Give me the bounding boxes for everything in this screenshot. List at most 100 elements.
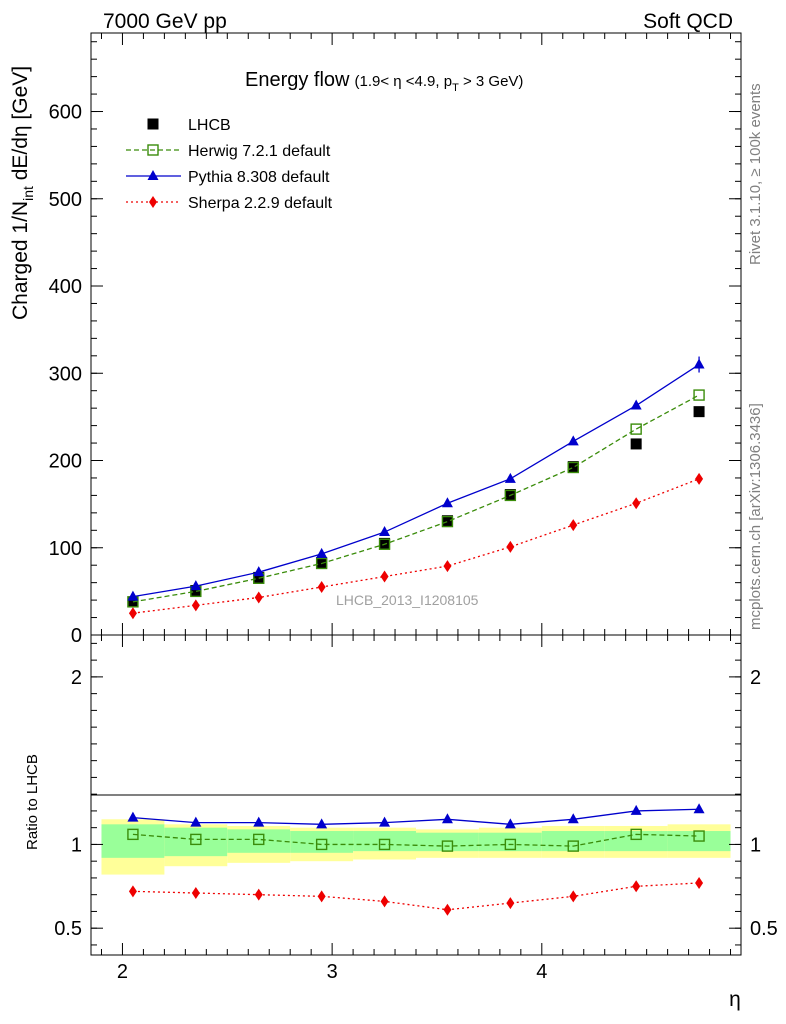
- ratio-y-ticks: 0.5 0.5 1 1 2 2: [54, 642, 778, 946]
- pythia-8-308-default-point: [316, 547, 328, 558]
- main-y-axis-label: Charged 1/Nint dE/dη [GeV]: [9, 66, 36, 320]
- ratio-y-tick-label-right: 0.5: [750, 918, 778, 940]
- pythia-8-308-default-point: [127, 590, 139, 601]
- main-y-tick-label: 100: [49, 538, 82, 560]
- pythia-8-308-default-point: [190, 580, 202, 591]
- ratio-pythia-8-308-default-point: [127, 811, 139, 822]
- ratio-herwig-7-2-1-default-point: [253, 833, 265, 846]
- green-band-bin: [227, 829, 291, 853]
- lhcb-point: [316, 557, 328, 569]
- main-y-tick-label: 200: [49, 451, 82, 473]
- ratio-series: [127, 803, 705, 916]
- ratio-herwig-7-2-1-default-point: [441, 840, 454, 852]
- green-band-bin: [416, 832, 479, 852]
- lhcb-point: [567, 461, 579, 473]
- lhcb-point: [253, 571, 265, 583]
- ratio-y-tick-label: 0.5: [54, 918, 82, 940]
- lhcb-point: [379, 537, 391, 549]
- herwig-7-2-1-default-point: [567, 461, 579, 474]
- herwig-7-2-1-default-point: [315, 557, 328, 570]
- sherpa-2-2-9-default-line: [132, 478, 700, 614]
- ratio-herwig-7-2-1-default-point: [315, 838, 328, 851]
- sherpa-2-2-9-default-point: [380, 570, 389, 583]
- main-y-tick-label: 500: [49, 189, 82, 211]
- ratio-y-tick-label-right: 2: [750, 667, 761, 689]
- x-axis-label: η: [729, 988, 741, 1011]
- ratio-sherpa-2-2-9-default-point: [254, 888, 263, 901]
- sherpa-2-2-9-default-point: [317, 581, 326, 594]
- sherpa-2-2-9-default-point: [128, 607, 137, 620]
- pythia-8-308-default-point: [253, 566, 265, 577]
- ratio-herwig-7-2-1-default-point: [567, 840, 579, 852]
- sherpa-2-2-9-default-point: [254, 591, 263, 604]
- ratio-pythia-8-308-default-point: [379, 816, 391, 827]
- ratio-pythia-8-308-default-line: [132, 808, 700, 825]
- legend-marker-lhcb: [147, 118, 159, 130]
- herwig-7-2-1-default-line: [132, 394, 700, 603]
- sherpa-2-2-9-default-point: [569, 519, 578, 532]
- main-title: Energy flow (1.9< η <4.9, pT > 3 GeV): [245, 69, 523, 94]
- rivet-version-label: Rivet 3.1.10, ≥ 100k events: [747, 83, 764, 265]
- herwig-7-2-1-default-point: [630, 423, 642, 435]
- sherpa-2-2-9-default-point: [443, 560, 452, 573]
- main-panel: Energy flow (1.9< η <4.9, pT > 3 GeV) LHC…: [9, 32, 742, 647]
- ratio-herwig-7-2-1-default-point: [504, 838, 517, 851]
- x-tick-label: 3: [327, 961, 338, 983]
- legend-label-herwig-7-2-1-default: Herwig 7.2.1 default: [188, 143, 331, 160]
- ratio-pythia-8-308-default-point: [630, 804, 642, 815]
- ratio-herwig-7-2-1-default-line: [132, 833, 700, 847]
- source-label: mcplots.cern.ch [arXiv:1306.3436]: [747, 403, 764, 630]
- legend-marker-pythia-8-308-default: [147, 170, 159, 180]
- lhcb-point: [630, 438, 642, 450]
- legend-label-lhcb: LHCB: [188, 117, 231, 134]
- lhcb-point: [441, 515, 453, 527]
- herwig-7-2-1-default-point: [693, 389, 705, 401]
- x-tick-label: 4: [536, 961, 547, 983]
- main-y-tick-label: 0: [71, 625, 82, 647]
- ratio-y-tick-label: 2: [71, 667, 82, 689]
- sherpa-2-2-9-default-point: [695, 472, 704, 485]
- ratio-y-tick-label: 1: [71, 834, 82, 856]
- legend: LHCB Herwig 7.2.1 default Pythia 8.308 def…: [126, 117, 333, 212]
- ratio-pythia-8-308-default-point: [441, 813, 453, 824]
- lhcb-point: [693, 406, 705, 418]
- ratio-y-tick-label-right: 1: [750, 834, 761, 856]
- pythia-8-308-default-point: [630, 399, 642, 410]
- sherpa-2-2-9-default-point: [632, 497, 641, 510]
- ratio-sherpa-2-2-9-default-point: [380, 895, 389, 908]
- ratio-pythia-8-308-default-point: [253, 816, 265, 827]
- ratio-y-axis-label: Ratio to LHCB: [24, 754, 41, 850]
- category-label: Soft QCD: [643, 10, 733, 33]
- herwig-7-2-1-default-point: [378, 538, 391, 550]
- ratio-sherpa-2-2-9-default-line: [132, 882, 700, 911]
- pythia-8-308-default-point: [567, 435, 579, 446]
- main-y-ticks: 0 100 200 300 400 500 600: [49, 41, 741, 647]
- x-ticks: 2 3 4: [100, 33, 732, 983]
- main-y-tick-label: 600: [49, 102, 82, 124]
- ratio-herwig-7-2-1-default-point: [378, 838, 391, 851]
- pythia-8-308-default-line: [132, 363, 700, 598]
- legend-marker-sherpa-2-2-9-default: [149, 196, 157, 208]
- sherpa-2-2-9-default-point: [506, 540, 515, 553]
- ratio-pythia-8-308-default-point: [190, 816, 202, 827]
- ratio-herwig-7-2-1-default-point: [630, 828, 642, 841]
- ratio-pythia-8-308-default-point: [567, 813, 579, 824]
- ratio-sherpa-2-2-9-default-point: [695, 876, 704, 889]
- analysis-watermark: LHCB_2013_I1208105: [336, 592, 479, 608]
- lhcb-point: [504, 489, 516, 501]
- ratio-bands: [101, 819, 731, 875]
- legend-marker-herwig-7-2-1-default: [147, 144, 159, 156]
- green-band-bin: [478, 832, 542, 852]
- sherpa-2-2-9-default-point: [191, 599, 200, 612]
- green-band-bin: [290, 831, 354, 853]
- ratio-herwig-7-2-1-default-point: [127, 828, 139, 841]
- ratio-sherpa-2-2-9-default-point: [128, 885, 137, 898]
- herwig-7-2-1-default-point: [441, 515, 454, 528]
- ratio-sherpa-2-2-9-default-point: [443, 903, 452, 916]
- ratio-sherpa-2-2-9-default-point: [632, 880, 641, 893]
- legend-label-pythia-8-308-default: Pythia 8.308 default: [188, 169, 330, 186]
- green-band-bin: [164, 827, 228, 857]
- main-y-tick-label: 300: [49, 363, 82, 385]
- main-series: [127, 356, 705, 620]
